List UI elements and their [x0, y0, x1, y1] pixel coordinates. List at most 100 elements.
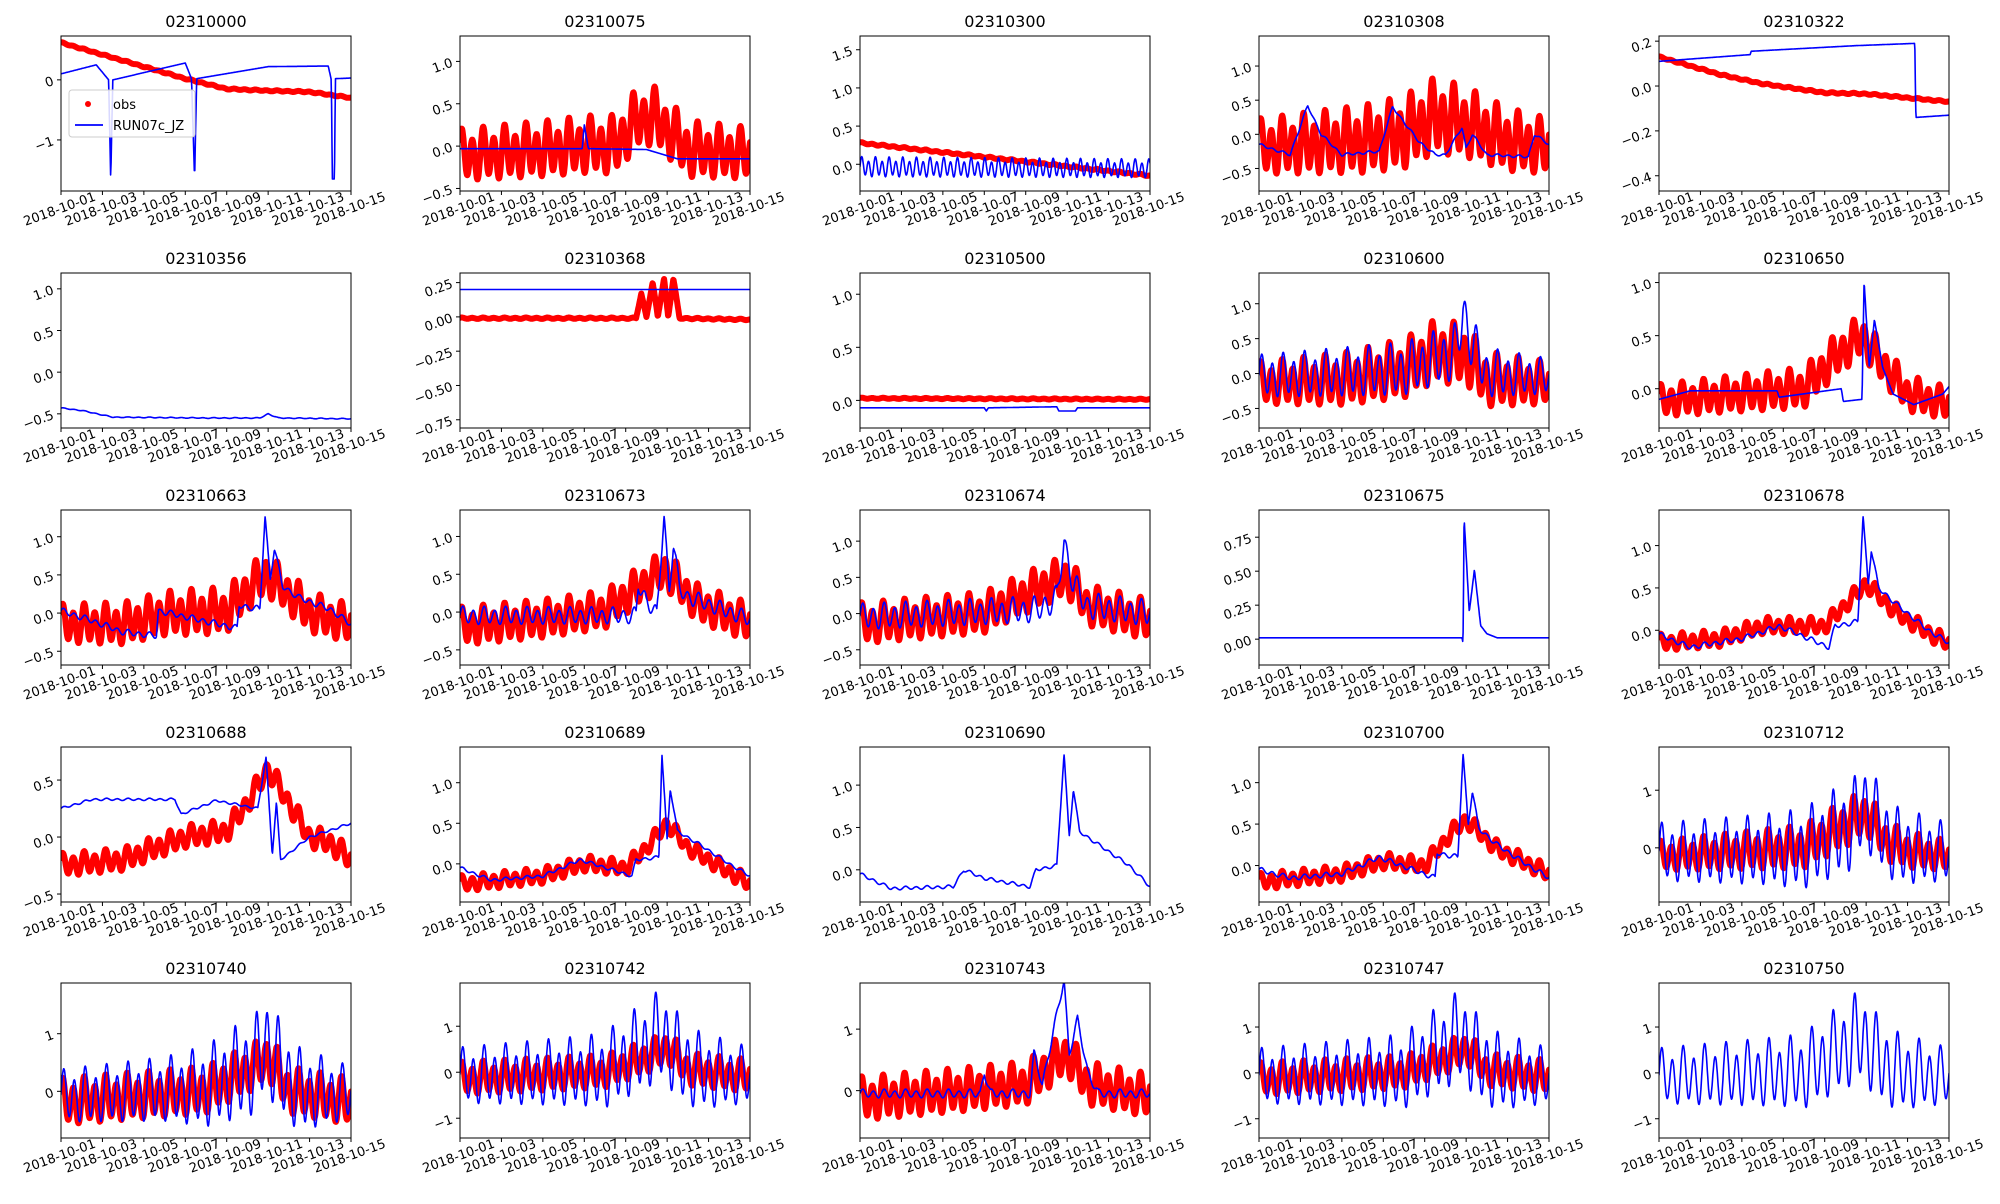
obs-series: [1259, 318, 1549, 410]
plot-area: [1259, 75, 1549, 177]
y-tick-label: 0.0: [32, 367, 57, 388]
y-tick-label: 1: [1641, 1021, 1654, 1038]
model-series: [1659, 284, 1949, 406]
y-tick-label: 0.5: [1630, 330, 1655, 351]
subplot-02310500: 023105000.00.51.02018-10-012018-10-03201…: [821, 249, 1187, 467]
y-tick-label: −1: [432, 1113, 455, 1134]
model-series: [1659, 42, 1949, 119]
y-tick-label: −0.5: [1219, 163, 1254, 188]
obs-series: [860, 1036, 1150, 1122]
obs-series: [460, 553, 750, 647]
model-series: [61, 407, 351, 420]
plot-area: [1659, 992, 1949, 1109]
subplot-02310663: 02310663−0.50.00.51.02018-10-012018-10-0…: [21, 486, 388, 704]
subplot-02310675: 023106750.000.250.500.752018-10-012018-1…: [1220, 486, 1586, 704]
obs-series: [1259, 75, 1549, 177]
y-tick-label: 0.00: [1222, 634, 1254, 658]
y-tick-label: 0.5: [1230, 818, 1255, 839]
y-tick-label: 0.0: [431, 140, 456, 161]
y-tick-label: 1.0: [831, 536, 856, 557]
subplot-title: 02310675: [1363, 486, 1444, 505]
axes-frame: [859, 35, 1151, 192]
model-series: [460, 754, 750, 882]
subplot-02310674: 02310674−0.50.00.51.02018-10-012018-10-0…: [820, 486, 1187, 704]
y-tick-label: 0.0: [431, 606, 456, 627]
y-tick-label: −0.2: [1619, 125, 1654, 150]
obs-series: [460, 817, 750, 894]
subplot-02310356: 02310356−0.50.00.51.02018-10-012018-10-0…: [21, 249, 388, 467]
y-tick-label: −0.5: [1219, 403, 1254, 428]
y-tick-label: −1: [1631, 1113, 1654, 1134]
y-tick-label: 1: [1241, 1021, 1254, 1038]
plot-area: [1659, 284, 1949, 420]
subplot-02310673: 02310673−0.50.00.51.02018-10-012018-10-0…: [420, 486, 787, 704]
subplot-title: 02310663: [165, 486, 246, 505]
subplot-02310712: 02310712012018-10-012018-10-032018-10-05…: [1620, 723, 1986, 941]
y-tick-label: −0.5: [420, 644, 455, 669]
axes-frame: [459, 982, 751, 1139]
y-tick-label: 0: [442, 1067, 455, 1084]
model-series: [860, 406, 1150, 412]
plot-area: [860, 139, 1150, 179]
subplot-title: 02310690: [964, 723, 1045, 742]
plot-area: [460, 991, 750, 1108]
plot-area: [61, 1010, 351, 1128]
y-tick-label: 0.5: [32, 774, 57, 795]
y-tick-label: 0.50: [1222, 566, 1254, 590]
model-series: [860, 539, 1150, 630]
subplot-02310308: 02310308−0.50.00.51.02018-10-012018-10-0…: [1219, 12, 1586, 230]
y-tick-label: 0.0: [831, 608, 856, 629]
obs-series: [460, 83, 750, 183]
plot-area: [460, 515, 750, 647]
subplot-02310300: 023103000.00.51.01.52018-10-012018-10-03…: [821, 12, 1187, 230]
y-tick-label: −0.25: [413, 346, 456, 374]
y-tick-label: −0.4: [1619, 170, 1654, 195]
axes-frame: [1258, 35, 1550, 192]
y-tick-label: 0.00: [423, 311, 455, 335]
subplot-02310700: 023107000.00.51.02018-10-012018-10-03201…: [1220, 723, 1586, 941]
y-tick-label: 0.0: [831, 864, 856, 885]
axes-frame: [60, 509, 352, 666]
model-series: [1259, 300, 1549, 398]
y-tick-label: 1.0: [831, 779, 856, 800]
y-tick-label: 0.0: [1230, 368, 1255, 389]
subplot-02310690: 023106900.00.51.02018-10-012018-10-03201…: [821, 723, 1187, 941]
axes-frame: [1258, 509, 1550, 666]
subplot-title: 02310500: [964, 249, 1045, 268]
y-tick-label: 1: [1641, 785, 1654, 802]
subplot-title: 02310600: [1363, 249, 1444, 268]
model-series: [1259, 753, 1549, 881]
axes-frame: [1258, 982, 1550, 1139]
y-tick-label: 0.0: [1630, 383, 1655, 404]
subplot-title: 02310650: [1763, 249, 1844, 268]
model-series: [1659, 774, 1949, 889]
subplot-02310740: 02310740012018-10-012018-10-032018-10-05…: [22, 959, 388, 1177]
y-tick-label: 1.0: [1230, 298, 1255, 319]
model-series: [460, 515, 750, 626]
subplot-title: 02310740: [165, 959, 246, 978]
plot-area: [1659, 774, 1949, 889]
subplot-02310650: 023106500.00.51.02018-10-012018-10-03201…: [1620, 249, 1986, 467]
y-tick-label: 0.5: [1230, 333, 1255, 354]
y-tick-label: 0.5: [32, 325, 57, 346]
obs-series: [61, 761, 351, 878]
subplot-02310743: 02310743012018-10-012018-10-032018-10-05…: [821, 959, 1187, 1177]
axes-frame: [1658, 746, 1950, 903]
model-series: [860, 983, 1150, 1099]
subplot-title: 02310750: [1763, 959, 1844, 978]
y-tick-label: 0.0: [32, 831, 57, 852]
y-tick-label: −0.50: [413, 380, 456, 408]
y-tick-label: 0: [842, 1085, 855, 1102]
y-tick-label: 0.25: [1222, 600, 1254, 624]
axes-frame: [60, 272, 352, 429]
subplot-02310742: 02310742−1012018-10-012018-10-032018-10-…: [421, 959, 787, 1177]
plot-area: [61, 756, 351, 878]
plot-area: [860, 394, 1150, 412]
plot-area: [1259, 992, 1549, 1109]
y-tick-label: 0.0: [1230, 129, 1255, 150]
obs-series: [1259, 813, 1549, 892]
y-tick-label: 0.0: [1230, 860, 1255, 881]
obs-series: [860, 139, 1150, 179]
y-tick-label: 0.5: [431, 98, 456, 119]
axes-frame: [859, 982, 1151, 1139]
